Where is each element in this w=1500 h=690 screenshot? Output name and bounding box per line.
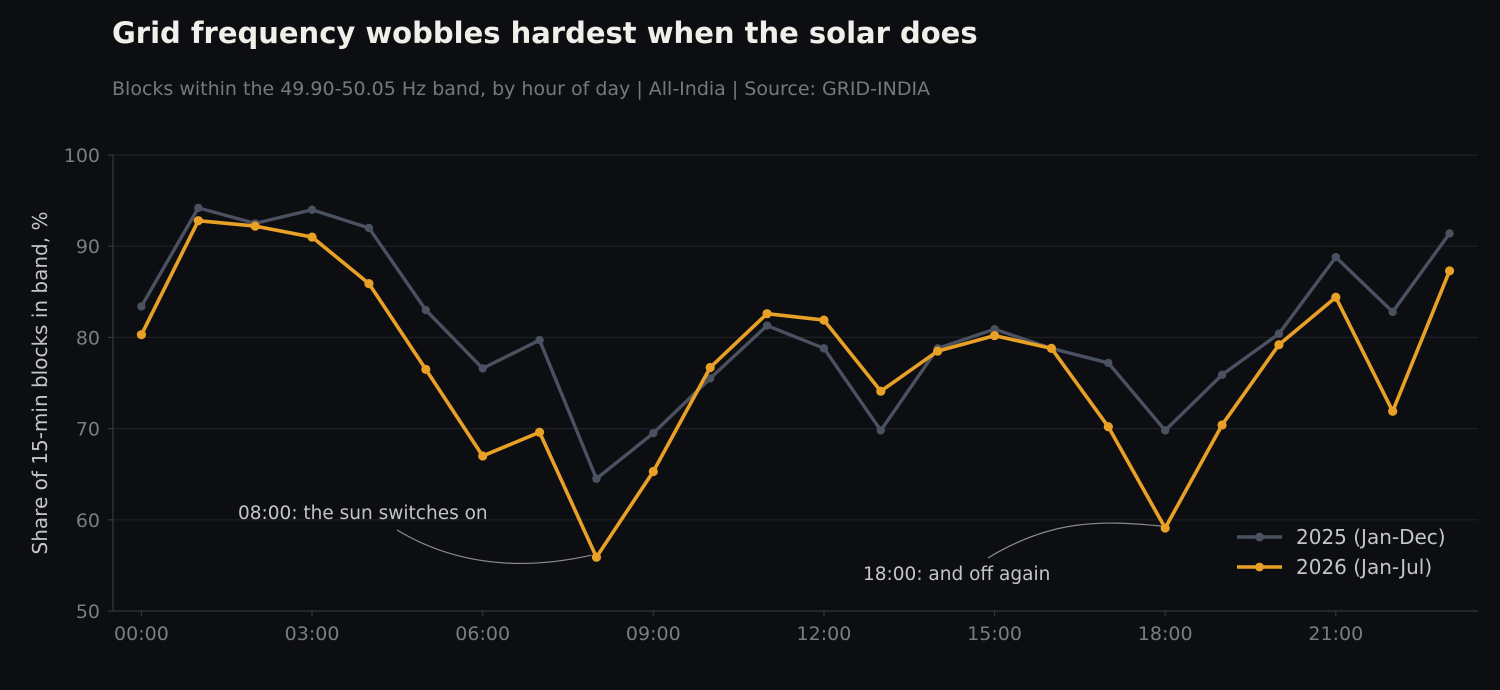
y-tick-label: 80	[76, 327, 100, 349]
annotation-label: 18:00: and off again	[863, 564, 1050, 585]
data-point	[478, 364, 487, 373]
axis-layer: 50 60 70 80 90 100 00:00 03:00 06:00 09:00 12:00 15…	[28, 145, 1478, 645]
data-point	[1217, 370, 1227, 379]
x-tick-label: 15:00	[967, 623, 1022, 645]
legend-swatch-marker	[1255, 532, 1264, 542]
data-point	[933, 346, 943, 356]
annotation-arrow	[987, 522, 1162, 559]
data-point	[534, 427, 545, 437]
data-point	[1331, 292, 1341, 302]
data-point	[1160, 523, 1170, 533]
y-tick-label: 70	[76, 419, 100, 441]
data-point	[535, 335, 544, 345]
data-point	[876, 386, 886, 396]
data-point	[989, 330, 1000, 341]
data-point	[307, 232, 317, 242]
y-tick-label: 60	[76, 510, 100, 532]
data-point	[762, 309, 772, 319]
data-point	[1274, 340, 1284, 350]
y-tick-label: 100	[64, 145, 100, 167]
data-point	[307, 205, 317, 214]
data-point	[137, 302, 146, 311]
grid-layer	[113, 154, 1478, 521]
data-point	[1217, 420, 1227, 430]
y-tick-label: 90	[76, 236, 100, 258]
data-point	[648, 466, 658, 477]
data-point	[421, 364, 431, 374]
data-point	[1160, 426, 1170, 435]
data-point	[990, 324, 999, 334]
data-point	[705, 362, 715, 373]
data-point	[421, 305, 431, 315]
data-point	[1444, 266, 1455, 276]
annotation-arrow	[396, 529, 592, 565]
data-point	[876, 426, 886, 435]
data-point	[819, 344, 829, 353]
series-line-0	[139, 206, 1451, 481]
data-point	[1388, 406, 1398, 416]
data-point	[194, 203, 203, 213]
x-tick-label: 18:00	[1138, 623, 1193, 645]
legend-label: 2026 (Jan-Jul)	[1296, 555, 1432, 579]
series-line-1	[139, 218, 1452, 559]
annotation-layer: 08:00: the sun switches on 18:00: and off…	[238, 503, 1162, 585]
chart-title: Grid frequency wobbles hardest when the …	[112, 16, 978, 50]
x-tick-label: 09:00	[626, 623, 681, 645]
data-point	[649, 428, 658, 438]
data-point	[1046, 343, 1057, 353]
data-point	[1331, 252, 1341, 262]
data-point	[1274, 329, 1284, 338]
data-point	[1388, 307, 1397, 317]
data-point	[136, 330, 147, 340]
data-point	[591, 552, 602, 562]
data-point	[592, 474, 601, 483]
annotation-label: 08:00: the sun switches on	[238, 503, 488, 524]
data-point	[364, 223, 374, 233]
y-tick-label: 50	[76, 601, 100, 623]
y-axis-label: Share of 15-min blocks in band, %	[28, 212, 52, 555]
legend-label: 2025 (Jan-Dec)	[1296, 525, 1446, 549]
data-point	[762, 321, 772, 330]
legend: 2025 (Jan-Dec) 2026 (Jan-Jul)	[1237, 525, 1446, 579]
data-point	[705, 374, 715, 383]
x-tick-label: 03:00	[285, 623, 340, 645]
data-point	[250, 221, 260, 231]
x-tick-label: 21:00	[1308, 623, 1363, 645]
chart-subtitle: Blocks within the 49.90-50.05 Hz band, b…	[112, 78, 931, 100]
series-layer	[136, 203, 1455, 562]
x-tick-label: 06:00	[455, 623, 510, 645]
data-point	[193, 216, 203, 226]
x-tick-label: 12:00	[797, 623, 852, 645]
data-point	[1103, 422, 1113, 432]
legend-swatch-marker	[1255, 562, 1264, 572]
x-tick-label: 00:00	[114, 623, 169, 645]
data-point	[1104, 358, 1113, 368]
data-point	[1445, 229, 1454, 238]
data-point	[364, 278, 374, 289]
data-point	[819, 315, 829, 325]
data-point	[478, 451, 488, 461]
